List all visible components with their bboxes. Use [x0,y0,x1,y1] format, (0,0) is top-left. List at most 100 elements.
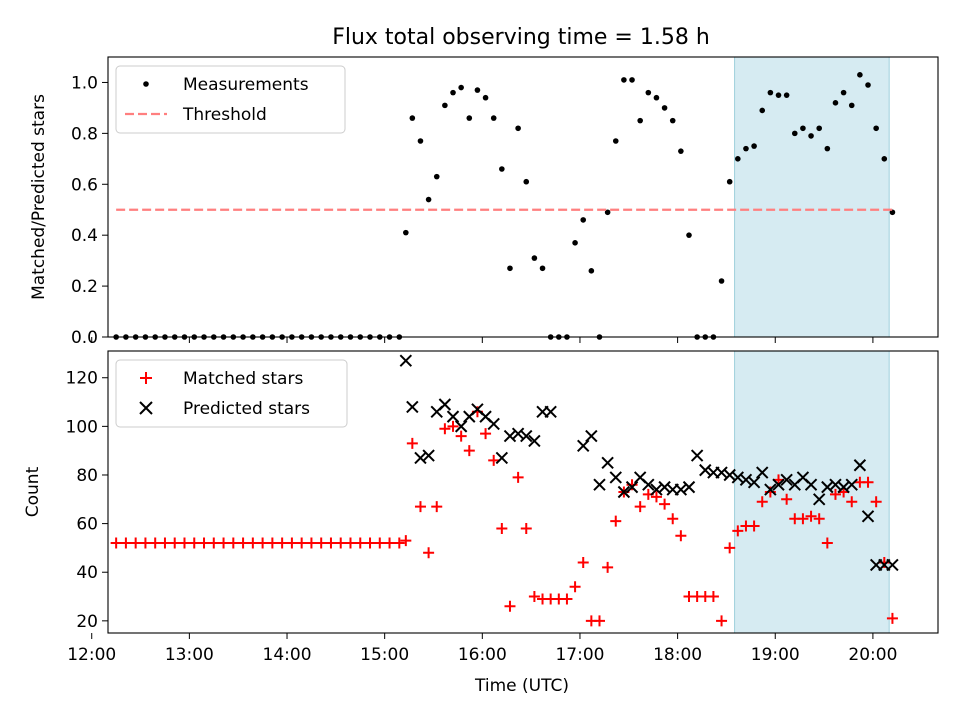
series-measurements [113,72,896,340]
ratio-panel: 0.0 0.2 0.4 0.6 0.8 1.0 Matched/Predicted star… [29,56,939,348]
data-point [699,463,712,477]
legend-marker [139,401,153,415]
data-point [450,89,456,96]
data-point [178,537,190,549]
data-point [845,478,858,491]
y-tick-label: 60 [76,515,98,535]
data-point [629,77,635,83]
data-point [650,491,662,503]
legend-marker [143,81,149,87]
data-point [496,522,508,534]
data-point [286,537,298,549]
data-point [735,156,741,162]
data-point [686,232,692,238]
data-point [523,178,530,185]
data-point [425,196,432,203]
data-point [454,420,468,433]
data-point [716,615,728,627]
data-point [675,530,687,542]
plot-frame [107,350,939,634]
data-point [400,535,412,547]
data-point [227,537,239,549]
data-point [661,105,668,111]
legend-label: Measurements [183,75,309,95]
data-point [873,125,879,132]
data-point [561,593,573,605]
plot-frame [107,56,939,338]
data-point [724,542,736,554]
data-point [862,476,874,488]
data-point [653,94,660,101]
data-point [659,498,671,510]
data-point [446,410,460,423]
data-point [528,591,540,603]
data-point [889,209,896,216]
data-point [865,82,871,88]
data-point [433,173,440,180]
data-point [816,125,822,132]
x-tick-label: 16:00 [458,645,507,665]
y-tick-label: 0.6 [71,175,98,195]
data-point [821,537,833,549]
data-point [487,417,500,431]
data-point [364,537,376,549]
data-point [208,537,220,549]
data-point [439,423,451,435]
y-axis-label: Count [23,466,43,517]
data-point [669,117,676,124]
data-point [886,612,898,624]
data-point [431,501,443,513]
data-point [403,229,409,236]
data-point [569,581,581,593]
data-point [853,459,867,472]
y-tick-label: 20 [76,612,98,632]
data-point [726,178,733,185]
data-point [756,496,768,508]
data-point [305,537,317,549]
data-point [667,513,679,525]
legend-label: Matched stars [183,369,303,389]
data-point [772,478,785,491]
data-point [747,476,761,489]
y-tick-label: 1.0 [71,73,98,93]
data-point [539,265,546,272]
data-point [707,591,719,603]
data-point [764,483,777,496]
data-point [634,501,646,513]
legend-label: Threshold [182,105,267,125]
data-point [488,454,500,466]
y-tick-label: 120 [66,369,98,389]
legend-label: Predicted stars [183,399,310,419]
data-point [804,478,818,491]
data-point [296,537,308,549]
data-point [797,513,809,525]
x-tick-label: 13:00 [165,645,214,665]
data-point [384,537,396,549]
data-point [414,451,427,465]
data-point [593,478,606,491]
data-point [621,77,627,83]
data-point [625,480,639,494]
data-point [637,117,643,124]
data-point [848,102,855,109]
data-point [325,537,337,549]
data-point [617,485,631,499]
data-point [520,522,532,534]
data-point [812,493,826,506]
data-point [715,466,728,479]
data-point [732,525,744,537]
data-point [756,466,769,479]
data-point [490,115,497,121]
series-matched-stars [110,406,898,627]
data-point [837,480,850,494]
data-point [739,473,753,487]
data-point [528,434,541,448]
data-point [886,558,899,572]
data-point [237,537,249,549]
data-point [406,437,418,449]
data-point [520,429,533,443]
data-point [276,537,288,549]
data-point [495,451,509,465]
data-point [414,501,426,513]
